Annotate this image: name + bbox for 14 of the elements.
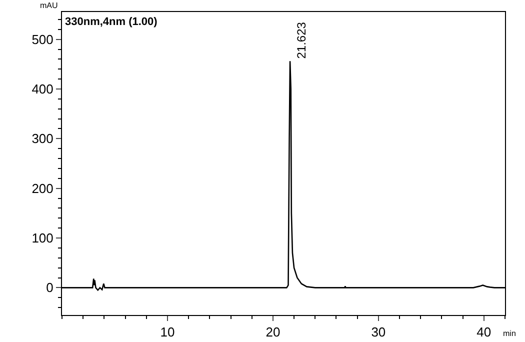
y-tick-label: 200 (32, 180, 54, 196)
x-axis-title: min (503, 329, 516, 338)
x-tick-label: 10 (160, 324, 175, 340)
y-tick-label: 500 (32, 32, 54, 47)
annotation: 330nm,4nm (1.00) (65, 16, 158, 28)
x-tick-label: 30 (371, 324, 386, 340)
x-tick-label: 40 (476, 324, 492, 340)
y-tick-label: 300 (32, 131, 54, 146)
y-axis-title: mAU (40, 1, 58, 10)
x-tick-label: 20 (266, 324, 280, 340)
y-tick-label: 0 (46, 280, 54, 296)
annotation: 21.623 (294, 22, 308, 59)
y-tick-label: 400 (32, 82, 54, 97)
y-tick-label: 100 (32, 230, 54, 246)
